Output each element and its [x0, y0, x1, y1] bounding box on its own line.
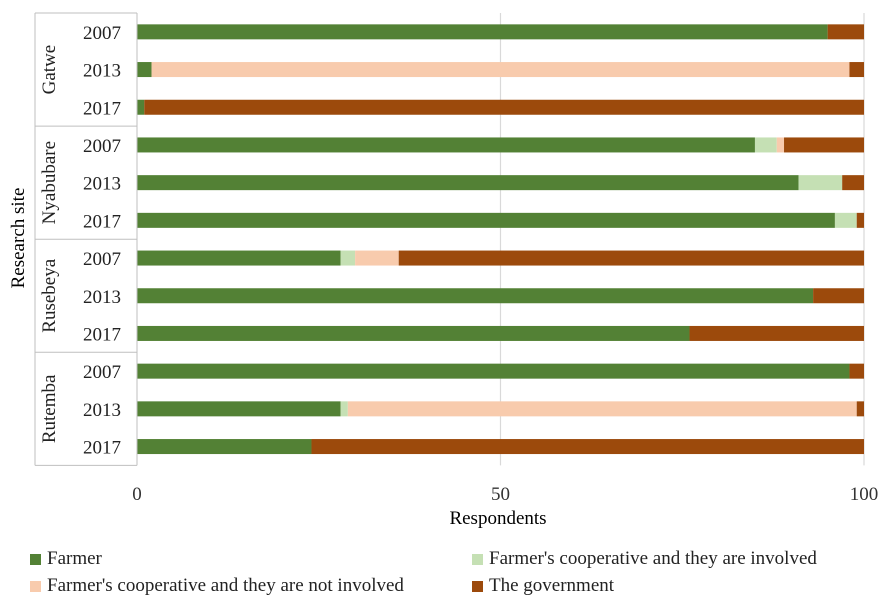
legend-item-farmer: Farmer [30, 548, 102, 570]
bar-segment [144, 99, 864, 115]
bar-segment [834, 212, 857, 228]
bar-segment [137, 325, 690, 341]
legend-label: The government [489, 575, 615, 596]
y-tick-label: 2007 [83, 362, 121, 383]
bar-segment [827, 24, 864, 40]
y-tick-label: 2017 [83, 211, 121, 232]
bar-segment [355, 250, 399, 266]
group-label: Rutemba [39, 374, 60, 443]
y-tick-label: 2013 [83, 287, 121, 308]
legend-swatch-farmer [30, 553, 41, 565]
bar-segment [137, 137, 755, 153]
legend-item-government: The government [472, 575, 614, 597]
bar-segment [340, 401, 348, 417]
bar-segment [398, 250, 864, 266]
bar-segment [137, 99, 145, 115]
bar-segment [137, 212, 835, 228]
bar-segment [137, 250, 341, 266]
bar-segment [849, 363, 864, 379]
bar-segment [798, 175, 843, 191]
bar-segment [784, 137, 864, 153]
bar-segment [856, 401, 864, 417]
bar-segment [137, 288, 814, 304]
group-label: Nyabubare [39, 141, 60, 224]
y-tick-label: 2007 [83, 23, 121, 44]
bar-segment [137, 62, 152, 78]
bar-segment [842, 175, 864, 191]
y-tick-label: 2017 [83, 324, 121, 345]
bar-segment [137, 439, 312, 455]
bar-segment [813, 288, 864, 304]
bar-segment [754, 137, 777, 153]
y-axis-title: Research site [8, 188, 29, 289]
legend-label: Farmer's cooperative and they are not in… [47, 575, 404, 596]
bar-segment [849, 62, 864, 78]
bar-segment [340, 250, 356, 266]
legend-item-cooperative-involved: Farmer's cooperative and they are involv… [472, 548, 817, 570]
bar-segment [151, 62, 850, 78]
x-axis-title: Respondents [449, 508, 546, 529]
gridlines [499, 13, 865, 466]
bar-segment [137, 401, 341, 417]
bar-segment [137, 175, 799, 191]
bar-segment [856, 212, 864, 228]
bar-segment [689, 325, 864, 341]
legend-swatch-government [472, 580, 483, 592]
legend: Farmer Farmer's cooperative and they are… [30, 546, 870, 598]
legend-item-cooperative-not-involved: Farmer's cooperative and they are not in… [30, 575, 404, 597]
group-label: Rusebeya [39, 258, 60, 332]
legend-label: Farmer's cooperative and they are involv… [489, 548, 817, 569]
legend-swatch-cooperative-involved [472, 553, 483, 565]
legend-label: Farmer [47, 548, 102, 569]
y-tick-label: 2007 [83, 249, 121, 270]
y-tick-label: 2017 [83, 98, 121, 119]
bar-segment [137, 24, 828, 40]
bar-segment [137, 363, 850, 379]
y-tick-label: 2017 [83, 438, 121, 459]
x-tick-label: 100 [850, 484, 878, 505]
y-tick-label: 2013 [83, 400, 121, 421]
group-label: Gatwe [39, 45, 60, 95]
bar-segment [347, 401, 857, 417]
bar-segment [776, 137, 785, 153]
legend-swatch-cooperative-not-involved [30, 580, 41, 592]
y-tick-label: 2013 [83, 174, 121, 195]
bar-segment [311, 439, 865, 455]
x-tick-label: 0 [132, 484, 142, 505]
axes: 0 50 100 2007 2013 2017 2007 2013 2017 2007 2013 20… [34, 12, 878, 505]
y-tick-label: 2007 [83, 136, 121, 157]
y-tick-label: 2013 [83, 61, 121, 82]
bars [137, 24, 865, 455]
x-tick-label: 50 [491, 484, 510, 505]
